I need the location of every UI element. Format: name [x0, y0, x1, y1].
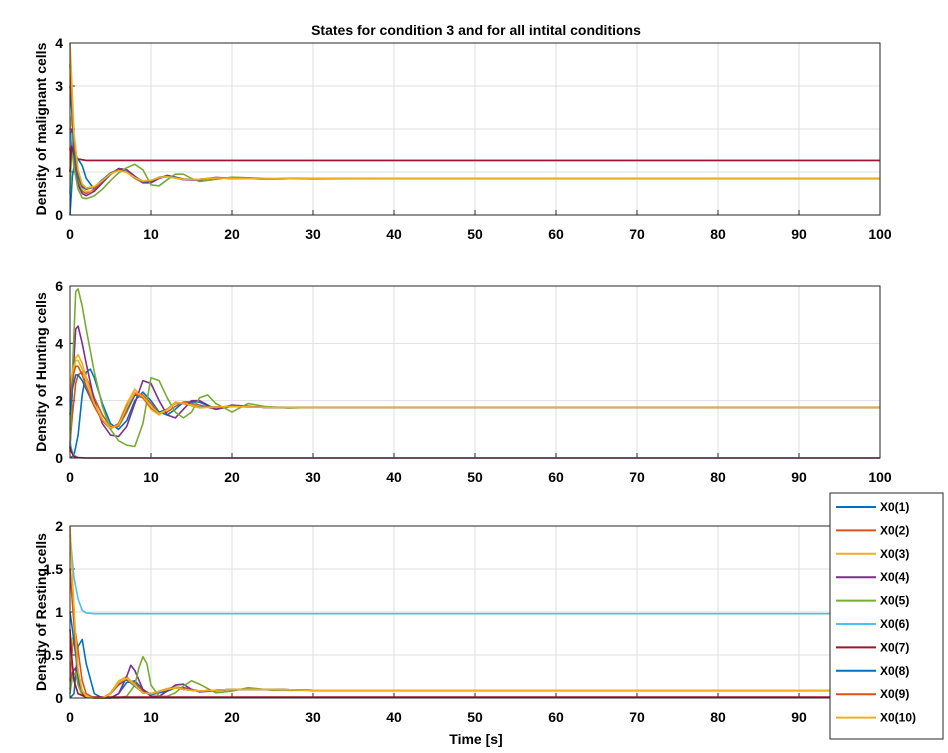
y-tick-label: 2 — [55, 518, 63, 534]
y-tick-label: 1 — [55, 164, 63, 180]
x-axis-label: Time [s] — [449, 731, 502, 747]
x-tick-label: 90 — [791, 226, 807, 242]
x-tick-label: 0 — [66, 709, 74, 725]
x-ticks-hunting: 0 10 20 30 40 50 60 70 80 90 100 — [66, 469, 892, 485]
y-tick-label: 1 — [55, 604, 63, 620]
series-line-resting-10 — [69, 525, 880, 699]
series-line-hunting-5 — [69, 288, 880, 453]
y-tick-label: 6 — [55, 278, 63, 294]
y-axis-label-hunting: Density of Hunting cells — [33, 292, 49, 452]
x-tick-label: 50 — [467, 469, 483, 485]
subplot-hunting: 0 10 20 30 40 50 60 70 80 90 100 0 2 4 6 Density of H… — [33, 278, 892, 485]
x-tick-label: 50 — [467, 226, 483, 242]
legend-label: X0(8) — [880, 664, 909, 678]
legend-label: X0(6) — [880, 617, 909, 631]
series-line-malignant-10 — [69, 42, 880, 189]
legend-label: X0(5) — [880, 594, 909, 608]
y-tick-label: 4 — [55, 35, 63, 51]
x-tick-label: 60 — [548, 709, 564, 725]
x-tick-label: 20 — [224, 226, 240, 242]
y-tick-label: 0 — [55, 207, 63, 223]
legend-label: X0(2) — [880, 523, 909, 537]
series-line-resting-7 — [69, 629, 880, 698]
legend-label: X0(3) — [880, 547, 909, 561]
x-tick-label: 10 — [143, 469, 159, 485]
grid-resting — [69, 525, 881, 699]
y-tick-label: 1.5 — [44, 561, 64, 577]
grid-hunting — [69, 285, 881, 459]
y-axis-label-malignant: Density of malignant cells — [33, 42, 49, 215]
x-tick-label: 100 — [868, 469, 892, 485]
series-line-malignant-7 — [69, 145, 880, 173]
x-tick-label: 30 — [305, 709, 321, 725]
x-tick-label: 80 — [710, 226, 726, 242]
legend-label: X0(9) — [880, 687, 909, 701]
legend-items: X0(1) X0(2) X0(3) X0(4) X0(5) X0(6) X0(7) X0(8)… — [836, 500, 916, 725]
x-tick-label: 20 — [224, 469, 240, 485]
x-tick-label: 70 — [629, 709, 645, 725]
x-tick-label: 10 — [143, 709, 159, 725]
y-tick-label: 4 — [55, 335, 63, 351]
subplot-malignant: 0 10 20 30 40 50 60 70 80 90 100 0 1 2 3 4 Density of … — [33, 35, 892, 242]
x-tick-label: 70 — [629, 226, 645, 242]
x-tick-label: 60 — [548, 226, 564, 242]
legend-label: X0(10) — [880, 711, 916, 725]
x-tick-label: 80 — [710, 469, 726, 485]
x-tick-label: 10 — [143, 226, 159, 242]
x-tick-label: 20 — [224, 709, 240, 725]
figure-title: States for condition 3 and for all intit… — [311, 22, 641, 38]
y-tick-label: 0 — [55, 450, 63, 466]
x-tick-label: 30 — [305, 469, 321, 485]
series-line-hunting-10 — [69, 359, 880, 429]
y-tick-label: 0 — [55, 690, 63, 706]
x-tick-label: 70 — [629, 469, 645, 485]
y-tick-label: 2 — [55, 121, 63, 137]
x-ticks-malignant: 0 10 20 30 40 50 60 70 80 90 100 — [66, 226, 892, 242]
y-axis-label-resting: Density of Resting cells — [33, 533, 49, 691]
legend-label: X0(7) — [880, 640, 909, 654]
x-tick-label: 0 — [66, 226, 74, 242]
x-tick-label: 60 — [548, 469, 564, 485]
legend: X0(1) X0(2) X0(3) X0(4) X0(5) X0(6) X0(7) X0(8)… — [829, 492, 944, 740]
lines-malignant — [69, 42, 880, 216]
grid-malignant — [69, 42, 881, 216]
x-tick-label: 90 — [791, 709, 807, 725]
y-ticks-malignant: 0 1 2 3 4 — [55, 35, 63, 223]
x-tick-label: 40 — [386, 469, 402, 485]
x-tick-label: 100 — [868, 226, 892, 242]
y-tick-label: 0.5 — [44, 647, 64, 663]
series-line-resting-6 — [69, 534, 880, 615]
y-ticks-hunting: 0 2 4 6 — [55, 278, 63, 466]
axes-frame-malignant — [69, 42, 881, 216]
lines-resting — [69, 525, 880, 699]
x-tick-label: 0 — [66, 469, 74, 485]
legend-label: X0(1) — [880, 500, 909, 514]
y-tick-label: 3 — [55, 78, 63, 94]
legend-label: X0(4) — [880, 570, 909, 584]
x-tick-label: 80 — [710, 709, 726, 725]
y-tick-label: 2 — [55, 393, 63, 409]
axes-frame-hunting — [69, 285, 881, 459]
x-tick-label: 90 — [791, 469, 807, 485]
legend-box — [829, 492, 944, 740]
y-ticks-resting: 0 0.5 1 1.5 2 — [44, 518, 64, 706]
x-tick-label: 50 — [467, 709, 483, 725]
x-tick-label: 40 — [386, 709, 402, 725]
x-tick-label: 40 — [386, 226, 402, 242]
x-tick-label: 30 — [305, 226, 321, 242]
